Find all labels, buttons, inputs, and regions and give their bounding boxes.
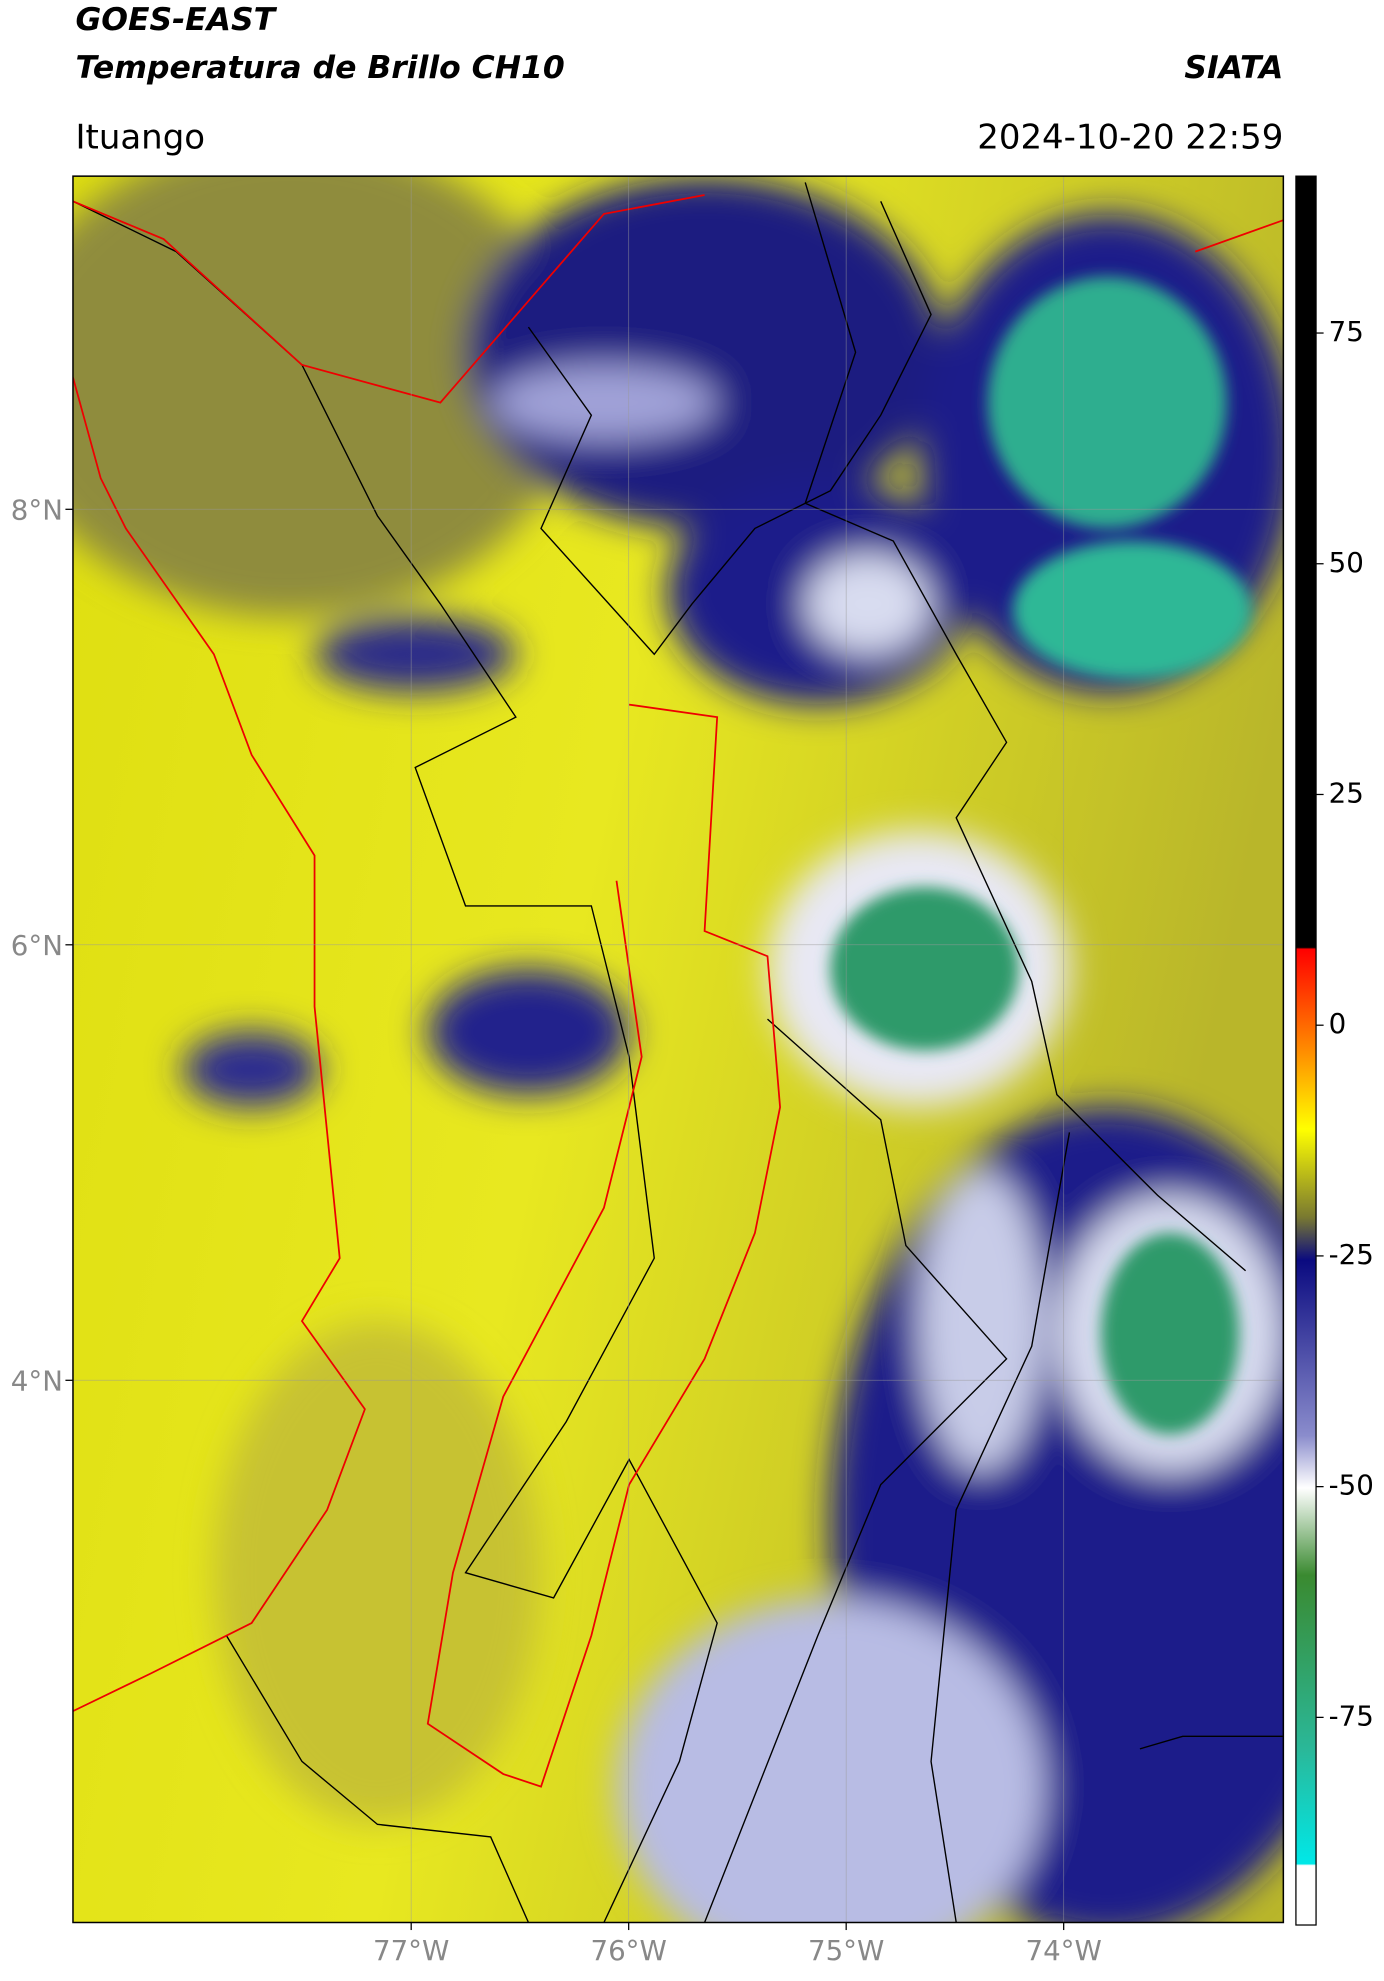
x-tick-label: 75°W <box>808 1934 884 1967</box>
brand: SIATA <box>1184 50 1283 86</box>
cold-tops <box>830 276 1252 1435</box>
red-borders <box>72 194 1284 1788</box>
colorbar-tick-label: 25 <box>1329 776 1364 809</box>
x-tick-label: 77°W <box>373 1934 449 1967</box>
y-tick-label: 6°N <box>11 929 63 962</box>
title-line2: Temperatura de Brillo CH10 <box>75 50 564 86</box>
x-tick-label: 74°W <box>1025 1934 1101 1967</box>
borders <box>72 182 1284 1923</box>
colorbar-tick-label: -75 <box>1329 1699 1374 1732</box>
colorbar-tick-label: 0 <box>1329 1007 1347 1040</box>
colorbar-tick-label: 50 <box>1329 546 1364 579</box>
location: Ituango <box>75 117 205 157</box>
map-area <box>72 176 1284 1923</box>
datetime: 2024-10-20 22:59 <box>977 117 1283 157</box>
colorbar-tick-label: -25 <box>1329 1238 1374 1271</box>
colorbar-tick-label: 75 <box>1329 315 1364 348</box>
x-tick-label: 76°W <box>590 1934 666 1967</box>
y-tick-label: 8°N <box>11 493 63 526</box>
map-frame <box>72 175 1285 1924</box>
colorbar-tick-label: -50 <box>1329 1469 1374 1502</box>
graticule <box>72 176 1284 1923</box>
y-tick-label: 4°N <box>11 1364 63 1397</box>
title-line1: GOES-EAST <box>75 2 277 38</box>
colorbar <box>1295 175 1317 1926</box>
